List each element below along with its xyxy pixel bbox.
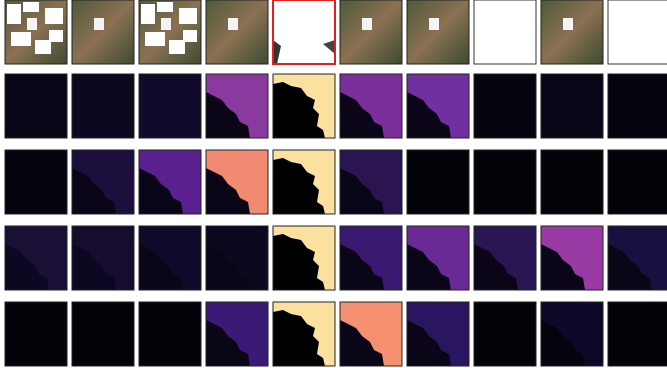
heatmap-tile [340,74,402,138]
heatmap-background [407,150,469,214]
heatmap-tile [474,226,536,290]
heatmap-tile [72,226,134,290]
heatmap-tile [407,226,469,290]
heatmap-tile [608,150,667,214]
heatmap-tile [206,74,268,138]
white-patch [27,18,37,30]
satellite-image [340,0,402,64]
image-tile [5,0,67,64]
heatmap-tile [5,302,67,366]
heatmap-tile [340,150,402,214]
heatmap-tile [541,74,603,138]
heatmap-background [608,74,667,138]
white-patch [49,30,63,42]
white-patch [362,18,372,30]
image-tile [541,0,603,64]
heatmap-background [474,302,536,366]
heatmap-tile [407,302,469,366]
white-patch [23,2,39,12]
image-tile [206,0,268,64]
heatmap-tile [541,302,603,366]
heatmap-background [139,302,201,366]
white-patch [161,18,171,30]
heatmap-background [474,74,536,138]
heatmap-tile [608,302,667,366]
white-patch [45,8,63,24]
satellite-image [407,0,469,64]
white-patch [429,18,439,30]
white-patch [141,4,155,24]
heatmap-background [5,302,67,366]
heatmap-tile [273,74,335,138]
heatmap-tile [407,74,469,138]
white-mask [273,0,335,64]
white-patch [169,40,185,54]
heatmap-background [541,74,603,138]
satellite-image [541,0,603,64]
white-patch [94,18,104,30]
heatmap-background [541,150,603,214]
heatmap-tile [139,74,201,138]
heatmap-tile [541,226,603,290]
white-patch [145,32,165,46]
heatmap-tile [608,226,667,290]
white-patch [228,18,238,30]
heatmap-tile [5,150,67,214]
heatmap-tile [72,150,134,214]
image-tile [72,0,134,64]
white-patch [35,40,51,54]
heatmap-tile [273,302,335,366]
heatmap-background [5,150,67,214]
heatmap-tile [541,150,603,214]
white-patch [157,2,173,12]
heatmap-background [608,302,667,366]
blank-tile [474,0,536,64]
heatmap-tile [474,150,536,214]
heatmap-background [608,150,667,214]
image-tile [340,0,402,64]
white-patch [183,30,197,42]
image-tile [474,0,536,64]
heatmap-tile [72,302,134,366]
heatmap-tile [139,302,201,366]
heatmap-tile [273,150,335,214]
white-patch [563,18,573,30]
heatmap-background [72,302,134,366]
white-patch [11,32,31,46]
white-patch [7,4,21,24]
heatmap-background [139,74,201,138]
heatmap-tile [608,74,667,138]
satellite-image [206,0,268,64]
heatmap-tile [273,226,335,290]
heatmap-background [72,74,134,138]
heatmap-tile [206,150,268,214]
heatmap-background [474,150,536,214]
heatmap-tile [206,226,268,290]
heatmap-tile [340,226,402,290]
heatmap-tile [139,150,201,214]
image-tile [608,0,667,64]
image-tile [139,0,201,64]
heatmap-tile [72,74,134,138]
heatmap-tile [5,226,67,290]
heatmap-background [5,74,67,138]
satellite-image [72,0,134,64]
heatmap-tile [474,302,536,366]
heatmap-tile [206,302,268,366]
white-patch [179,8,197,24]
figure-grid [0,0,667,368]
heatmap-tile [340,302,402,366]
heatmap-tile [139,226,201,290]
heatmap-tile [474,74,536,138]
heatmap-tile [5,74,67,138]
blank-tile [608,0,667,64]
image-tile [407,0,469,64]
image-tile [273,0,335,64]
heatmap-tile [407,150,469,214]
